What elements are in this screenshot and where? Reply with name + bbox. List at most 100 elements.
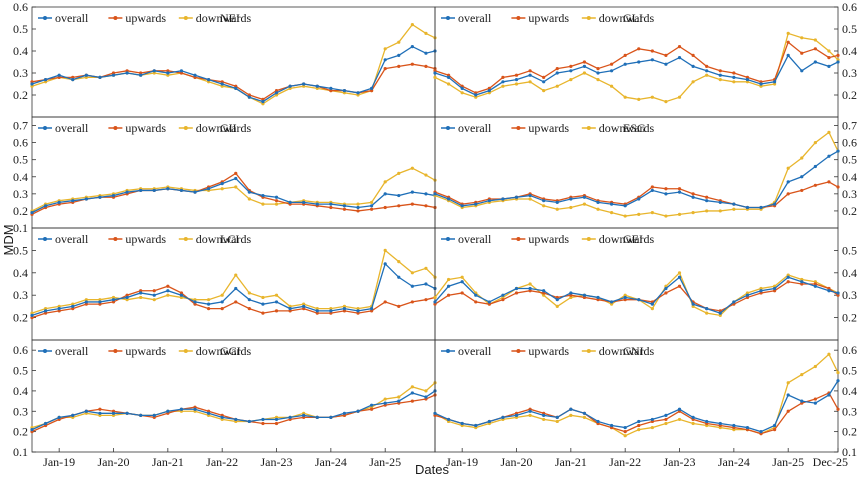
data-point — [800, 277, 804, 282]
series-line-upwards — [31, 394, 436, 433]
data-point — [569, 64, 573, 68]
data-point — [677, 45, 682, 49]
data-point — [596, 200, 600, 204]
legend-label-downwards: downwards — [196, 121, 252, 135]
y-tick-label: 0.2 — [842, 425, 857, 439]
panel-frame — [434, 339, 839, 453]
data-point — [111, 300, 116, 304]
data-point — [274, 93, 279, 97]
series-overall — [433, 379, 840, 434]
data-point — [732, 300, 736, 304]
legend-label-upwards: upwards — [528, 121, 569, 135]
legend-label-overall: overall — [458, 11, 492, 25]
data-point — [677, 95, 682, 99]
data-point — [623, 214, 627, 218]
data-point — [111, 193, 116, 198]
data-point — [460, 280, 464, 284]
data-point — [383, 300, 387, 304]
data-point — [152, 188, 156, 193]
data-point — [84, 302, 88, 306]
data-point — [759, 291, 763, 295]
data-point — [179, 295, 184, 300]
panel-name: NEI — [220, 11, 240, 25]
legend-marker-upwards — [516, 16, 521, 20]
data-point — [813, 183, 817, 187]
y-tick-label: 0.6 — [842, 0, 857, 14]
data-point — [773, 202, 777, 206]
data-point — [813, 364, 817, 369]
data-point — [261, 417, 265, 422]
data-point — [569, 407, 573, 411]
data-point — [288, 84, 292, 88]
data-point — [424, 173, 428, 177]
legend-label-upwards: upwards — [125, 11, 166, 25]
y-tick-label: 0.5 — [842, 243, 857, 257]
data-point — [501, 293, 505, 297]
data-point — [446, 277, 451, 282]
x-tick-label: Jan-25 — [369, 455, 401, 469]
data-point — [460, 204, 464, 208]
data-point — [582, 415, 587, 419]
data-point — [745, 205, 750, 210]
data-point — [474, 93, 478, 97]
data-point — [705, 73, 709, 77]
data-point — [759, 205, 763, 210]
data-point — [691, 415, 695, 419]
data-point — [718, 421, 722, 426]
x-tick-label: Jan-20 — [98, 455, 130, 469]
legend-marker-upwards — [113, 349, 118, 353]
legend-marker-overall — [446, 126, 450, 130]
data-point — [30, 82, 34, 86]
data-point — [474, 293, 478, 297]
data-point — [596, 71, 600, 75]
data-point — [274, 91, 279, 95]
legend-marker-overall — [43, 237, 47, 241]
legend-marker-upwards — [516, 126, 521, 130]
x-tick-label: Jan-24 — [315, 455, 347, 469]
data-point — [397, 275, 401, 279]
data-point — [397, 399, 401, 403]
y-tick-label: 0.4 — [13, 266, 28, 280]
data-point — [773, 423, 777, 428]
data-point — [542, 293, 546, 297]
series-line-overall — [434, 380, 839, 433]
data-point — [813, 141, 817, 145]
data-point — [677, 275, 682, 279]
data-point — [759, 289, 763, 293]
data-point — [261, 100, 265, 104]
data-point — [139, 73, 143, 77]
data-point — [555, 84, 559, 88]
data-point — [84, 75, 88, 79]
data-point — [424, 266, 428, 270]
data-point — [261, 193, 265, 198]
data-point — [234, 86, 238, 90]
data-point — [57, 309, 61, 313]
data-point — [274, 195, 279, 199]
data-point — [745, 425, 750, 430]
data-point — [139, 291, 143, 295]
data-point — [166, 289, 170, 293]
data-point — [166, 73, 170, 77]
x-tick-label: Jan-21 — [152, 455, 184, 469]
data-point — [30, 211, 34, 215]
data-point — [424, 31, 428, 35]
data-point — [609, 69, 614, 73]
data-point — [274, 199, 279, 203]
data-point — [582, 202, 587, 206]
data-point — [397, 304, 401, 308]
data-point — [460, 86, 464, 90]
data-point — [274, 417, 279, 422]
data-point — [623, 95, 627, 99]
data-point — [623, 295, 627, 300]
series-upwards — [30, 284, 437, 320]
data-point — [786, 381, 790, 385]
data-point — [342, 309, 347, 313]
data-point — [152, 69, 156, 73]
data-point — [446, 417, 451, 422]
data-point — [315, 415, 319, 419]
data-point — [691, 211, 695, 215]
data-point — [677, 56, 682, 60]
data-point — [98, 300, 102, 304]
data-point — [718, 311, 722, 315]
legend-marker-upwards — [113, 126, 118, 130]
